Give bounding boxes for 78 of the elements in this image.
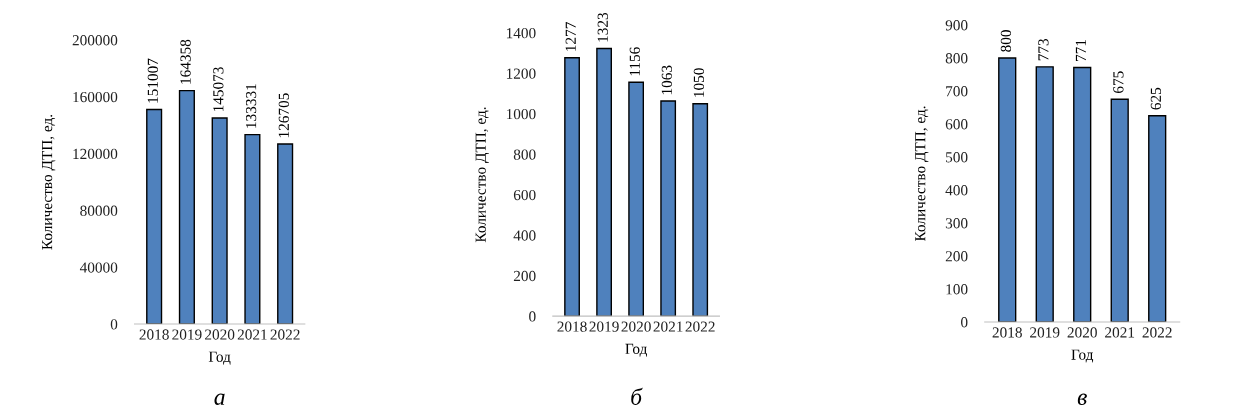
y-tick-label: 700 bbox=[946, 86, 968, 97]
bar bbox=[1073, 66, 1092, 322]
data-label: 126705 bbox=[278, 93, 289, 138]
y-axis-title: Количество ДТП, ед. bbox=[915, 106, 929, 242]
x-tick-label: 2020 bbox=[205, 329, 235, 340]
data-label: 773 bbox=[1038, 39, 1049, 61]
x-axis-title: Год bbox=[625, 343, 648, 357]
data-label: 675 bbox=[1113, 71, 1124, 93]
data-label: 771 bbox=[1075, 39, 1086, 61]
y-tick-label: 200000 bbox=[72, 35, 118, 46]
y-tick-label: 200 bbox=[513, 270, 536, 282]
bar bbox=[178, 89, 195, 325]
bar bbox=[1148, 115, 1167, 322]
y-tick-label: 0 bbox=[529, 311, 536, 322]
y-tick-label: 40000 bbox=[79, 262, 118, 273]
text: в bbox=[1077, 393, 1087, 405]
bar bbox=[692, 102, 709, 317]
data-label: 1156 bbox=[629, 47, 640, 76]
x-tick-label: 2022 bbox=[270, 329, 300, 340]
y-tick-label: 1200 bbox=[506, 68, 536, 79]
y-tick-label: 300 bbox=[945, 218, 968, 229]
data-label: 1323 bbox=[597, 12, 608, 42]
x-tick-label: 2022 bbox=[1142, 327, 1172, 338]
text: а bbox=[214, 393, 225, 405]
x-tick-label: 2022 bbox=[685, 321, 715, 332]
y-tick-label: 400 bbox=[513, 230, 536, 241]
y-tick-label: 600 bbox=[945, 119, 968, 130]
x-tick-label: 2021 bbox=[1105, 327, 1135, 338]
text: б bbox=[631, 387, 643, 405]
x-axis-title: Год bbox=[208, 351, 231, 365]
x-axis-title: Год bbox=[1071, 349, 1094, 363]
bar bbox=[998, 57, 1017, 322]
data-label: 800 bbox=[1000, 30, 1012, 52]
bar bbox=[596, 47, 612, 317]
data-label: 145073 bbox=[213, 67, 224, 112]
data-label: 151007 bbox=[147, 58, 158, 103]
y-tick-label: 800 bbox=[945, 53, 968, 64]
bar bbox=[660, 100, 677, 317]
y-tick-label: 400 bbox=[945, 185, 968, 196]
bar bbox=[146, 108, 163, 325]
data-label: 133331 bbox=[245, 84, 257, 128]
data-label: 1050 bbox=[693, 68, 705, 97]
y-tick-label: 900 bbox=[945, 20, 968, 31]
bar bbox=[244, 133, 261, 325]
bar bbox=[1035, 66, 1054, 322]
bar bbox=[1110, 98, 1129, 322]
y-tick-label: 120000 bbox=[73, 148, 118, 160]
data-label: 164358 bbox=[180, 39, 191, 84]
bar bbox=[564, 57, 580, 317]
data-label: 1063 bbox=[661, 65, 672, 95]
y-tick-label: 600 bbox=[513, 189, 536, 201]
y-tick-label: 800 bbox=[513, 149, 536, 160]
data-label: 1277 bbox=[565, 22, 576, 51]
y-tick-label: 200 bbox=[945, 251, 968, 262]
data-label: 625 bbox=[1150, 87, 1162, 110]
y-tick-label: 1400 bbox=[506, 28, 536, 39]
y-tick-label: 1000 bbox=[506, 108, 536, 120]
bar bbox=[277, 143, 294, 325]
bar bbox=[211, 117, 228, 325]
x-tick-label: 2021 bbox=[653, 321, 683, 332]
y-tick-label: 100 bbox=[946, 284, 968, 295]
y-tick-label: 0 bbox=[110, 319, 118, 330]
x-tick-label: 2018 bbox=[992, 327, 1022, 338]
x-tick-label: 2019 bbox=[1030, 327, 1060, 338]
x-tick-label: 2019 bbox=[589, 321, 619, 332]
y-tick-label: 0 bbox=[961, 317, 968, 328]
y-tick-label: 80000 bbox=[80, 205, 118, 216]
x-tick-label: 2018 bbox=[557, 321, 587, 332]
y-axis-title: Количество ДТП, ед. bbox=[42, 114, 56, 250]
x-tick-label: 2020 bbox=[1067, 327, 1097, 338]
x-tick-label: 2018 bbox=[139, 329, 169, 340]
bar bbox=[628, 81, 645, 317]
y-tick-label: 160000 bbox=[73, 91, 118, 103]
y-tick-label: 500 bbox=[946, 152, 968, 163]
x-tick-label: 2020 bbox=[621, 321, 651, 332]
y-axis-title: Количество ДТП, ед. bbox=[475, 107, 489, 243]
x-tick-label: 2019 bbox=[172, 329, 202, 340]
x-tick-label: 2021 bbox=[237, 329, 267, 340]
